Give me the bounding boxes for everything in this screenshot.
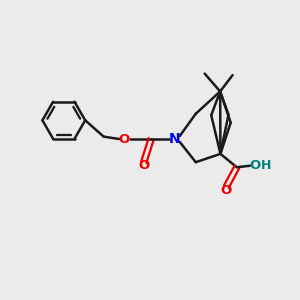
Text: O: O xyxy=(221,184,232,196)
Text: O: O xyxy=(119,133,130,146)
Text: N: N xyxy=(169,132,180,146)
Text: O: O xyxy=(138,159,149,172)
Text: H: H xyxy=(261,159,272,172)
Text: O: O xyxy=(250,159,261,172)
